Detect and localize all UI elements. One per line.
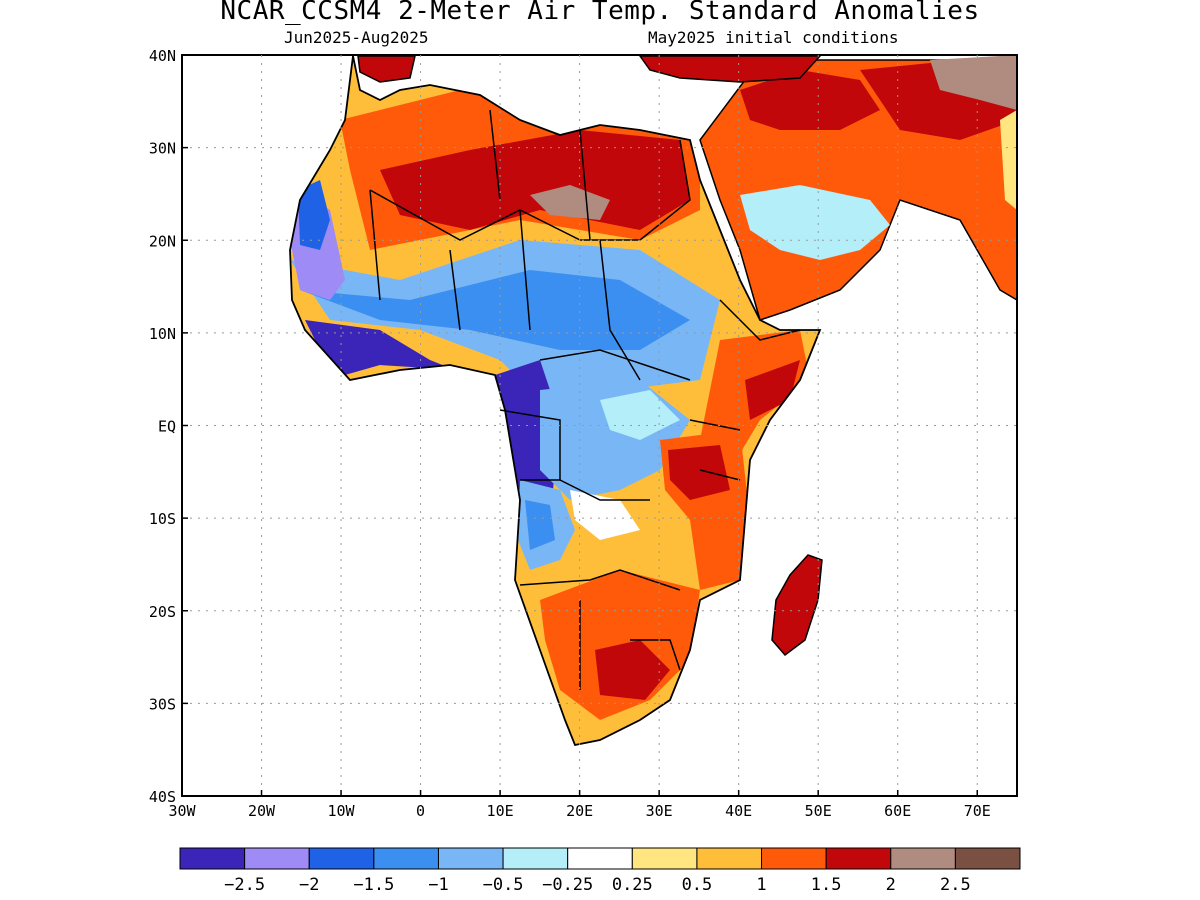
colorbar-label: 2.5 [940,875,971,895]
arabia-hot [740,70,880,130]
colorbar-label: −0.5 [483,875,524,895]
colorbar-swatch [890,847,956,870]
colorbar-label: 1.5 [811,875,842,895]
initial-conditions: May2025 initial conditions [648,28,899,47]
longitude-tick-label: 20W [248,802,276,820]
latitude-tick-label: 40S [149,788,176,806]
colorbar-swatch [437,847,504,870]
latitude-tick-label: 20S [149,603,176,621]
latitude-tick-label: 30N [149,140,176,158]
colorbar-label: 0.25 [612,875,653,895]
colorbar-swatch [761,847,827,870]
longitude-tick-label: 60E [884,802,911,820]
hot-horn [745,360,800,420]
colorbar-swatch [954,847,1021,870]
longitude-tick-label: 10E [487,802,514,820]
longitude-tick-label: 70E [964,802,991,820]
hot-southern [595,640,670,700]
cold-blue-coast [298,180,330,250]
colorbar: −2.5 −2 −1.5 −1 −0.5 −0.25 0.25 0.5 1 1.5 2 2.5 [179,847,1021,895]
colorbar-label: −2 [299,875,319,895]
longitude-tick-label: 10W [328,802,356,820]
white-zambia [570,490,640,540]
colorbar-swatch [567,847,633,870]
latitude-tick-label: 20N [149,232,176,250]
colorbar-label: −0.25 [542,875,593,895]
colorbar-swatch [825,847,892,870]
longitude-tick-label: 30W [168,802,196,820]
colorbar-label: −2.5 [224,875,265,895]
longitude-tick-label: 30E [646,802,673,820]
india-warm [1000,110,1017,210]
colorbar-label: −1.5 [353,875,394,895]
colorbar-swatch [373,847,439,870]
longitude-tick-label: 0 [416,802,425,820]
gridlines [182,55,1017,796]
arabia-cool [740,185,890,260]
cool-angola-inner [525,500,555,550]
latitude-ticks: 40N 30N 20N 10N EQ 10S 20S 30S 40S [149,47,188,806]
iran-extreme [930,55,1017,110]
latitude-tick-label: EQ [158,418,176,436]
hot-tanzania [668,445,730,500]
longitude-tick-label: 50E [805,802,832,820]
colorbar-swatch [502,847,569,870]
latitude-tick-label: 40N [149,47,176,65]
colorbar-swatch [631,847,698,870]
colorbar-label: 0.5 [682,875,713,895]
africa-coastline [289,55,822,747]
cold-core-guinea [305,320,560,540]
colorbar-swatch [244,847,310,870]
latitude-tick-label: 10S [149,510,176,528]
cold-core-west [300,270,690,350]
colorbar-label: 1 [756,875,766,895]
longitude-tick-label: 40E [725,802,752,820]
latitude-tick-label: 30S [149,695,176,713]
colorbar-swatch [308,847,375,870]
latitude-tick-label: 10N [149,325,176,343]
colorbar-swatch [179,847,246,870]
chart-title: NCAR_CCSM4 2-Meter Air Temp. Standard An… [220,0,980,26]
longitude-tick-label: 20E [566,802,593,820]
hot-sahara [380,130,690,230]
colorbar-label: −1 [428,875,448,895]
longitude-ticks: 30W 20W 10W 0 10E 20E 30E 40E 50E 60E 70E [168,790,991,820]
coolish-congo [600,390,680,440]
colorbar-label: 2 [886,875,896,895]
madagascar [771,554,823,657]
extreme-sahara [530,185,610,220]
colorbar-swatch [696,847,763,870]
forecast-period: Jun2025-Aug2025 [284,28,429,47]
